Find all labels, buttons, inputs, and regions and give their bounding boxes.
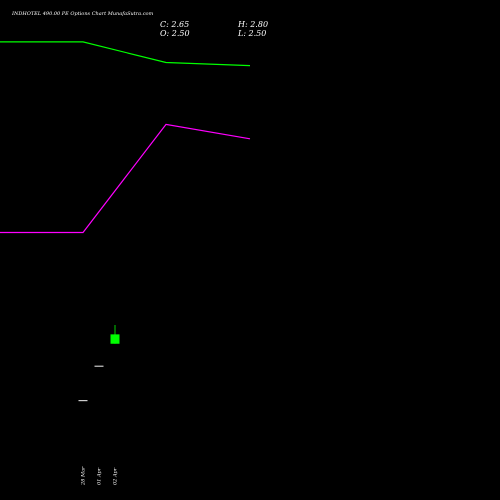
candle-01-apr [94, 365, 104, 367]
candle-body [110, 334, 120, 344]
candle-body [78, 400, 88, 402]
close-value: C: 2.65 [160, 20, 189, 29]
date-labels: 28 Mar 01 Apr 02 Apr [81, 466, 119, 486]
chart-title: INDHOTEL 490.00 PE Options Chart MunafaS… [11, 11, 154, 17]
open-value: O: 2.50 [160, 29, 190, 38]
date-label: 28 Mar [81, 466, 87, 486]
candle-28-mar [78, 400, 88, 402]
indicator-lines [0, 41, 251, 234]
candle-02-apr [110, 325, 120, 344]
low-value: L: 2.50 [237, 29, 266, 38]
high-value: H: 2.80 [237, 20, 268, 29]
indicator-line-2 [0, 123, 251, 234]
date-label: 01 Apr [97, 467, 103, 485]
candle-body [94, 365, 104, 367]
candles [78, 325, 120, 402]
indicator-line-1 [0, 41, 251, 67]
date-label: 02 Apr [113, 467, 119, 485]
